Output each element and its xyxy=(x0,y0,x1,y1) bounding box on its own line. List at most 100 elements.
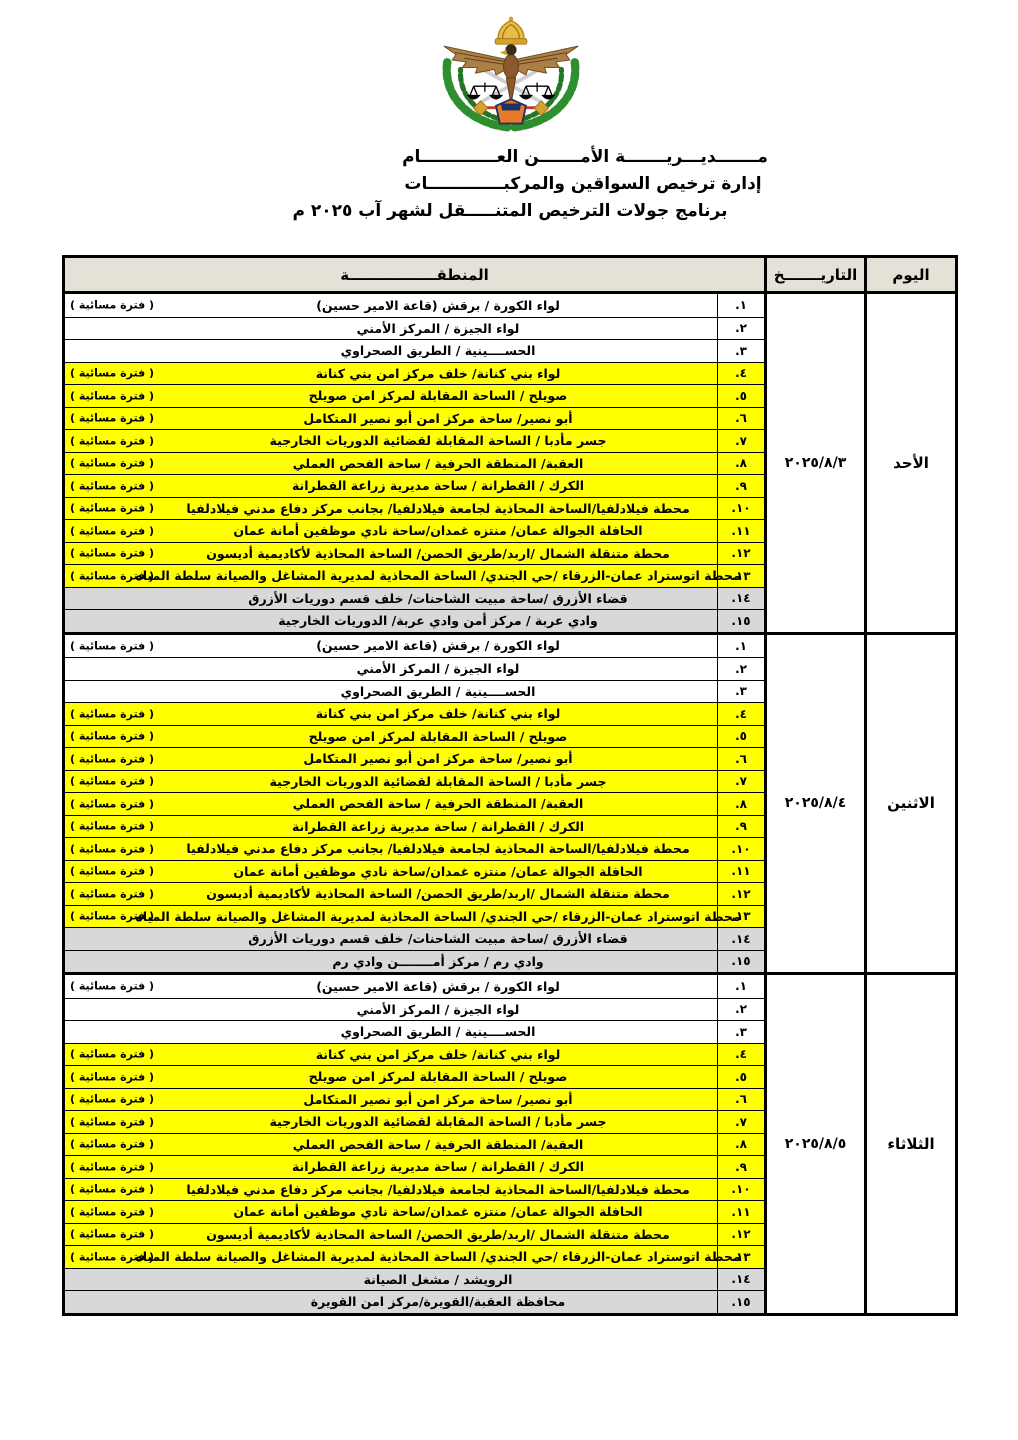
column-header-day: اليوم xyxy=(892,265,930,284)
evening-period-note: ( فترة مسائية ) xyxy=(70,1160,154,1174)
area-text: لواء الكورة / برقش (قاعة الامير حسين) xyxy=(316,297,560,313)
evening-period-note: ( فترة مسائية ) xyxy=(70,411,154,425)
column-header-area: المنطقـــــــــــــــــة xyxy=(65,258,767,291)
evening-period-note: ( فترة مسائية ) xyxy=(70,298,154,312)
evening-period-note: ( فترة مسائية ) xyxy=(70,729,154,743)
row-number: ٧. xyxy=(717,429,767,452)
civil-defense-shield-icon xyxy=(472,98,550,125)
row-number: ١. xyxy=(717,634,767,657)
evening-period-note: ( فترة مسائية ) xyxy=(70,752,154,766)
area-text: الحســــينية / الطريق الصحراوي xyxy=(340,343,536,359)
evening-period-note: ( فترة مسائية ) xyxy=(70,1205,154,1219)
evening-period-note: ( فترة مسائية ) xyxy=(70,864,154,878)
area-text: لواء الجيزة / المركز الأمني xyxy=(356,1001,520,1017)
area-text: العقبة/ المنطقة الحرفية / ساحة الفحص الع… xyxy=(292,796,584,812)
area-text: جسر مأدبا / الساحة المقابلة لقضائية الدو… xyxy=(269,433,607,449)
area-text: الحافلة الجوالة عمان/ منتزه غمدان/ساحة ن… xyxy=(233,1204,643,1220)
area-text: صويلح / الساحة المقابلة لمركز امن صويلح xyxy=(308,728,568,744)
evening-period-note: ( فترة مسائية ) xyxy=(70,479,154,493)
area-cell: قضاء الأزرق /ساحة مبيت الشاحنات/ خلف قسم… xyxy=(65,586,717,609)
area-cell: ( فترة مسائية ) لواء بني كنانة/ خلف مركز… xyxy=(65,361,717,384)
evening-period-note: ( فترة مسائية ) xyxy=(70,909,154,923)
row-number: ١. xyxy=(717,975,767,998)
area-cell: ( فترة مسائية ) لواء بني كنانة/ خلف مركز… xyxy=(65,1042,717,1065)
row-number: ٩. xyxy=(717,474,767,497)
area-text: محطة فيلادلفيا/الساحة المحاذية لجامعة في… xyxy=(186,500,690,516)
row-number: ١٤. xyxy=(717,927,767,950)
row-number: ٤. xyxy=(717,702,767,725)
area-cell: ( فترة مسائية ) أبو نصير/ ساحة مركز امن … xyxy=(65,747,717,770)
row-number: ٩. xyxy=(717,1155,767,1178)
area-cell: ( فترة مسائية ) الكرك / القطرانة / ساحة … xyxy=(65,814,717,837)
evening-period-note: ( فترة مسائية ) xyxy=(70,797,154,811)
schedule-table: المنطقـــــــــــــــــة التاريـــــــخ … xyxy=(62,255,958,1316)
row-number: ١١. xyxy=(717,859,767,882)
row-number: ٤. xyxy=(717,361,767,384)
area-cell: ( فترة مسائية ) الكرك / القطرانة / ساحة … xyxy=(65,1155,717,1178)
title-line-department: إدارة ترخيص السواقين والمركبــــــــــــ… xyxy=(404,174,762,194)
day-cell: الأحد xyxy=(867,294,955,632)
row-number: ١٣. xyxy=(717,1245,767,1268)
area-cell: ( فترة مسائية ) محطة اتوستراد عمان-الزرق… xyxy=(65,904,741,927)
area-cell: ( فترة مسائية ) محطة متنقلة الشمال /اربد… xyxy=(65,541,717,564)
title-line-program: برنامج جولات الترخيص المتنـــــقل لشهر آ… xyxy=(292,201,728,221)
row-number: ١٠. xyxy=(717,1177,767,1200)
area-text: لواء الكورة / برقش (قاعة الامير حسين) xyxy=(316,978,560,994)
evening-period-note: ( فترة مسائية ) xyxy=(70,389,154,403)
area-text: وادي رم / مركز أمــــــــن وادي رم xyxy=(332,953,544,969)
row-number: ٣. xyxy=(717,339,767,362)
area-cell: ( فترة مسائية ) محطة اتوستراد عمان-الزرق… xyxy=(65,1245,741,1268)
area-cell: ( فترة مسائية ) أبو نصير/ ساحة مركز امن … xyxy=(65,406,717,429)
row-number: ١٢. xyxy=(717,541,767,564)
area-text: الحافلة الجوالة عمان/ منتزه غمدان/ساحة ن… xyxy=(233,523,643,539)
evening-period-note: ( فترة مسائية ) xyxy=(70,1250,154,1264)
row-number: ٤. xyxy=(717,1042,767,1065)
row-number: ١. xyxy=(717,294,767,317)
evening-period-note: ( فترة مسائية ) xyxy=(70,1137,154,1151)
evening-period-note: ( فترة مسائية ) xyxy=(70,774,154,788)
psd-emblem-logo xyxy=(442,16,580,132)
row-number: ٣. xyxy=(717,1020,767,1043)
evening-period-note: ( فترة مسائية ) xyxy=(70,842,154,856)
area-text: صويلح / الساحة المقابلة لمركز امن صويلح xyxy=(308,1069,568,1085)
area-cell: وادي عربة / مركز أمن وادي عربة/ الدوريات… xyxy=(65,609,717,632)
area-cell: ( فترة مسائية ) لواء بني كنانة/ خلف مركز… xyxy=(65,702,717,725)
evening-period-note: ( فترة مسائية ) xyxy=(70,979,154,993)
evening-period-note: ( فترة مسائية ) xyxy=(70,1070,154,1084)
area-cell: لواء الجيزة / المركز الأمني xyxy=(65,997,717,1020)
area-cell: وادي رم / مركز أمــــــــن وادي رم xyxy=(65,949,717,972)
area-text: الرويشد / مشغل الصيانة xyxy=(363,1271,513,1287)
area-text: جسر مأدبا / الساحة المقابلة لقضائية الدو… xyxy=(269,1114,607,1130)
area-cell: قضاء الأزرق /ساحة مبيت الشاحنات/ خلف قسم… xyxy=(65,927,717,950)
area-cell: ( فترة مسائية ) الحافلة الجوالة عمان/ من… xyxy=(65,859,717,882)
crown-icon xyxy=(494,16,528,45)
area-text: محطة متنقلة الشمال /اربد/طريق الحصن/ الس… xyxy=(206,1226,670,1242)
area-cell: لواء الجيزة / المركز الأمني xyxy=(65,657,717,680)
table-header-row: المنطقـــــــــــــــــة التاريـــــــخ … xyxy=(65,258,955,294)
area-cell: ( فترة مسائية ) الكرك / القطرانة / ساحة … xyxy=(65,474,717,497)
evening-period-note: ( فترة مسائية ) xyxy=(70,501,154,515)
area-text: لواء بني كنانة/ خلف مركز امن بني كنانة xyxy=(315,706,561,722)
schedule-day-section: ٢٠٢٥/٨/٥ الثلاثاء ( فترة مسائية ) لواء ا… xyxy=(65,972,955,1313)
row-number: ٦. xyxy=(717,747,767,770)
row-number: ١٣. xyxy=(717,564,767,587)
day-cell: الثلاثاء xyxy=(867,975,955,1313)
eagle-icon xyxy=(443,44,579,100)
area-cell: الحســــينية / الطريق الصحراوي xyxy=(65,679,717,702)
area-cell: ( فترة مسائية ) جسر مأدبا / الساحة المقا… xyxy=(65,429,717,452)
row-number: ٣. xyxy=(717,679,767,702)
area-text: صويلح / الساحة المقابلة لمركز امن صويلح xyxy=(308,388,568,404)
area-text: محافظة العقبة/القويرة/مركز امن القويرة xyxy=(310,1294,566,1310)
area-text: لواء الكورة / برقش (قاعة الامير حسين) xyxy=(316,638,560,654)
evening-period-note: ( فترة مسائية ) xyxy=(70,1227,154,1241)
area-text: قضاء الأزرق /ساحة مبيت الشاحنات/ خلف قسم… xyxy=(248,590,628,606)
row-number: ١٠. xyxy=(717,837,767,860)
date-cell: ٢٠٢٥/٨/٤ xyxy=(767,634,867,972)
area-text: محطة متنقلة الشمال /اربد/طريق الحصن/ الس… xyxy=(206,545,670,561)
area-text: لواء الجيزة / المركز الأمني xyxy=(356,320,520,336)
area-cell: ( فترة مسائية ) العقبة/ المنطقة الحرفية … xyxy=(65,792,717,815)
row-number: ٧. xyxy=(717,769,767,792)
area-cell: ( فترة مسائية ) صويلح / الساحة المقابلة … xyxy=(65,1065,717,1088)
schedule-day-section: ٢٠٢٥/٨/٣ الأحد ( فترة مسائية ) لواء الكو… xyxy=(65,294,955,632)
evening-period-note: ( فترة مسائية ) xyxy=(70,366,154,380)
